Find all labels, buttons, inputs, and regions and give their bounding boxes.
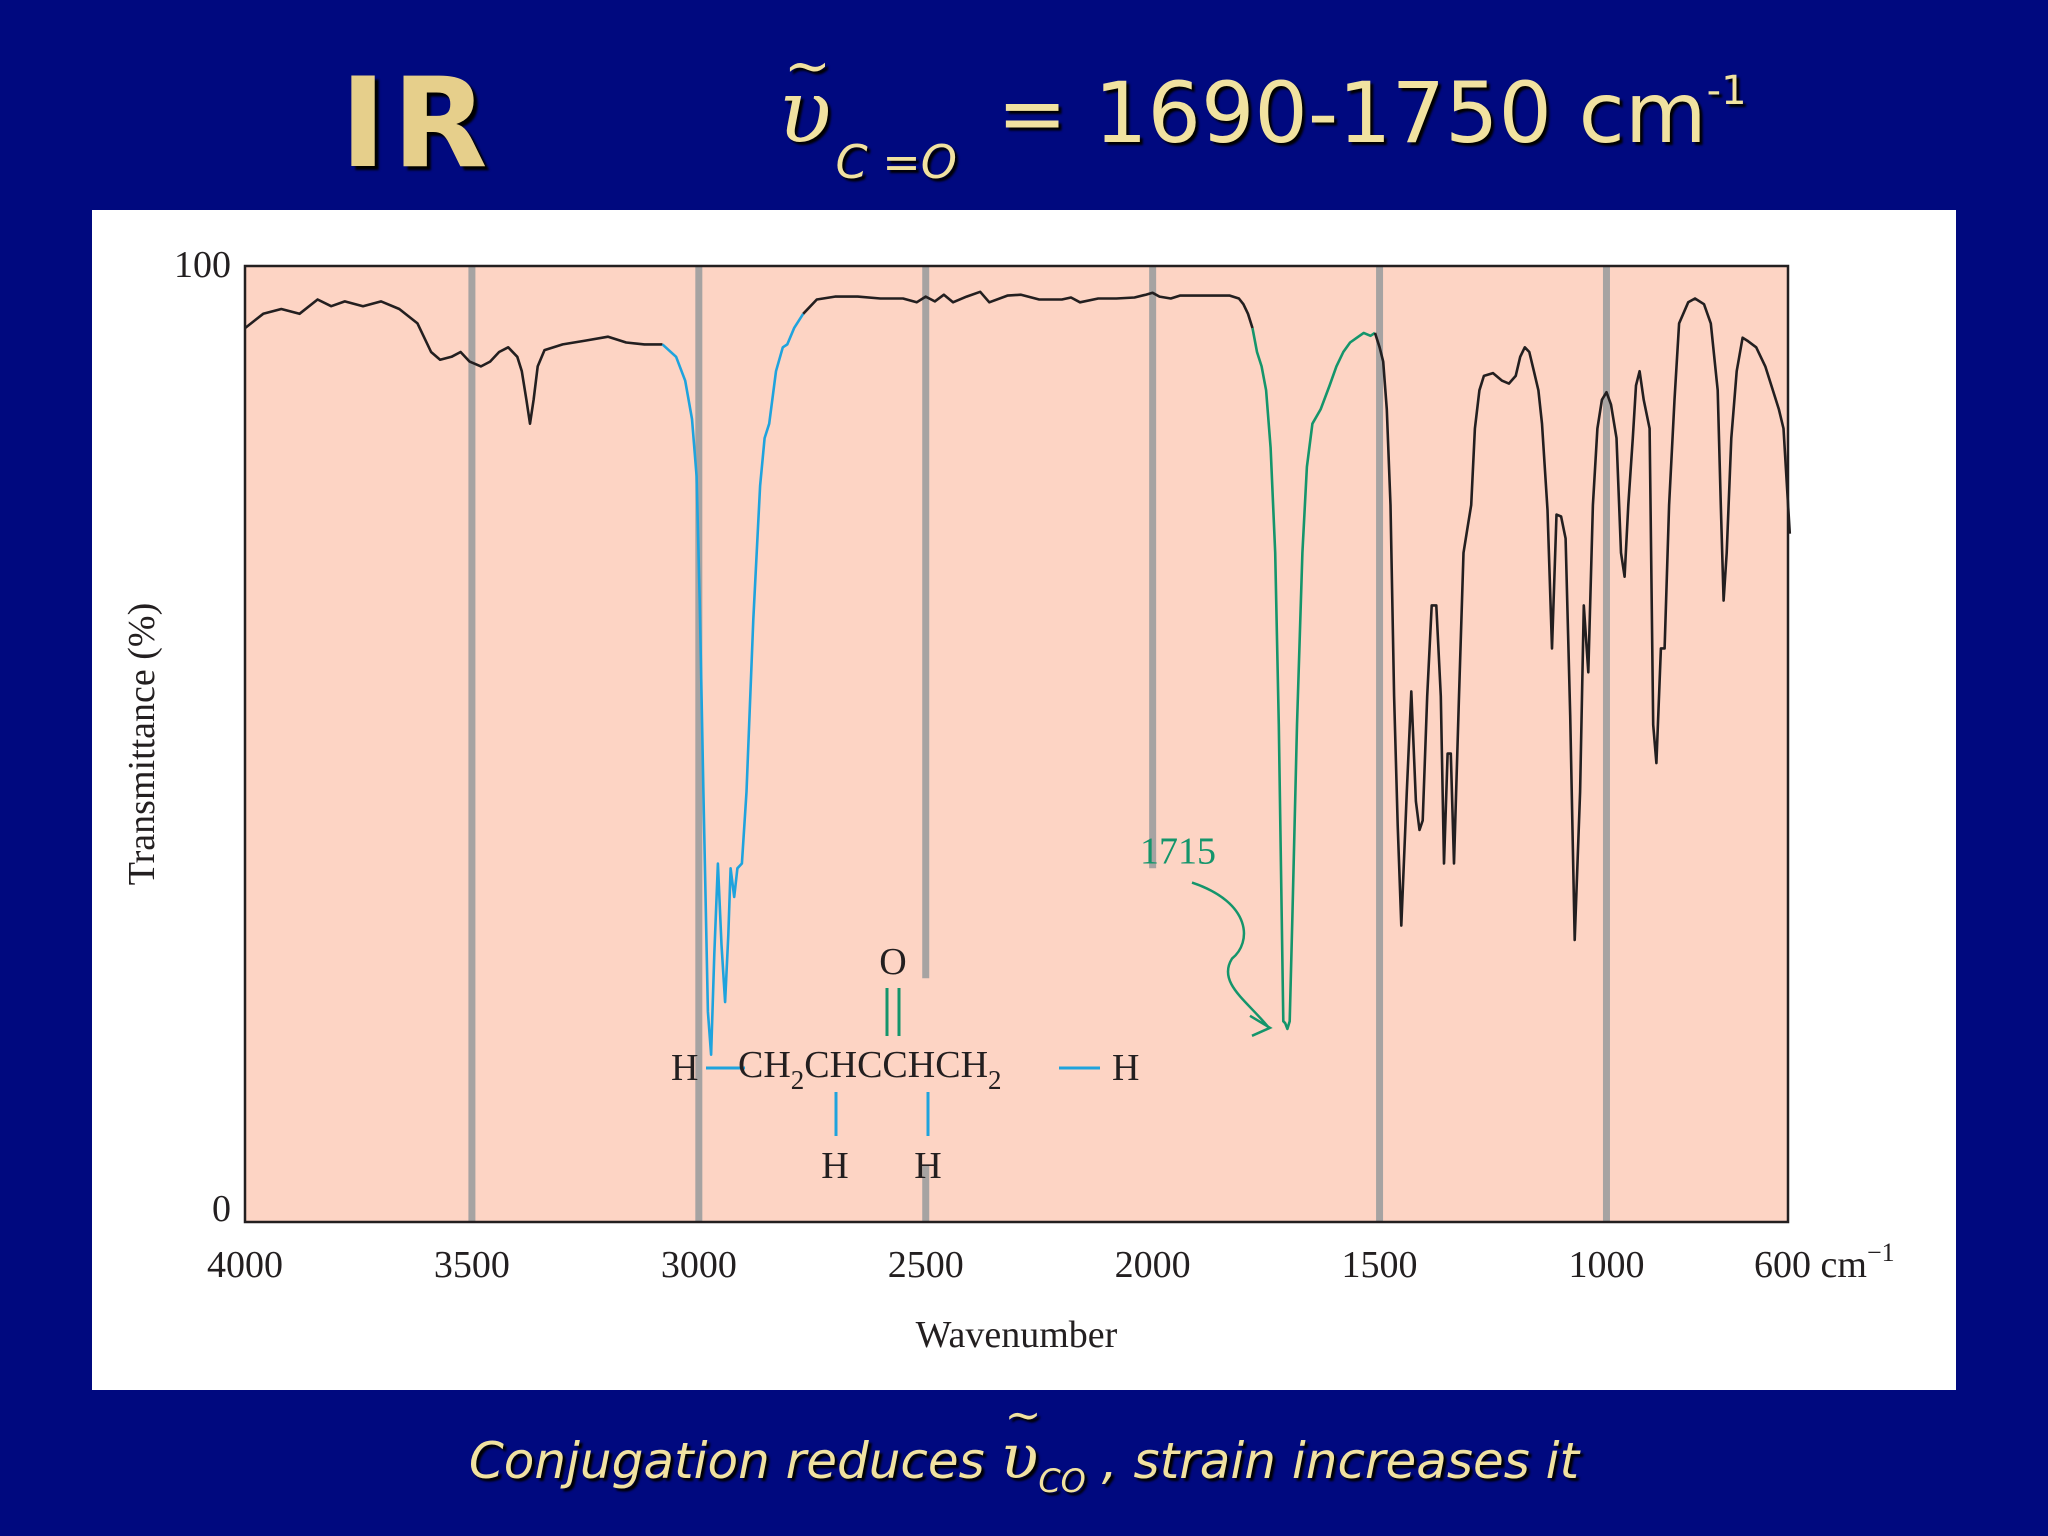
carbonyl-peak-label: 1715 [1140,831,1216,873]
trace-segment-black-4 [1373,297,1792,942]
footer-text-end: , strain increases it [1101,1432,1580,1490]
carbonyl-range-formula: ~ υ C =O = 1690-1750 cm-1 [778,34,1747,189]
footer-caption: Conjugation reduces ~ υCO , strain increa… [0,1390,2048,1500]
y-tick-label-0: 0 [212,1188,231,1230]
chain-subscript-a: 2 [791,1065,805,1095]
x-tick-label-1000: 1000 [1568,1244,1644,1286]
tilde-accent: ~ [784,34,831,99]
oxygen-atom: O [879,941,906,983]
y-tick-label-100: 100 [174,244,231,286]
x-tick-label-3000: 3000 [661,1244,737,1286]
carbonyl-peak-arrowhead [1249,1014,1273,1037]
gridlines [468,266,1610,1222]
slide-title: IR [340,52,494,196]
nu-glyph: υ [778,60,832,163]
footer-wavenumber-symbol: ~ υ [1000,1390,1042,1493]
butanone-structure: O H CH2CHCCHCH2 H H H [671,941,1139,1187]
x-axis-label: Wavenumber [916,1314,1118,1356]
carbon-chain: CH2CHCCHCH2 [738,1044,1002,1095]
x-tick-label-600: 600 cm−1 [1754,1238,1895,1286]
plot-area [245,266,1788,1222]
ir-spectrum-chart: 100 0 4000 3500 3000 2500 2000 1500 1000 600 cm… [121,244,1895,1356]
left-hydrogen: H [671,1047,698,1089]
x-tick-label-3500: 3500 [434,1244,510,1286]
x-tick-label-2500: 2500 [888,1244,964,1286]
right-hydrogen: H [1112,1047,1139,1089]
x-tick-labels: 4000 3500 3000 2500 2000 1500 1000 600 cm−1 [207,1238,1895,1286]
formula-superscript: -1 [1706,68,1747,114]
footer-subscript: CO [1038,1462,1086,1500]
trace-segment-blue-1 [661,313,805,1056]
spectrum-traces [244,290,1792,1056]
footer-text-start: Conjugation reduces [468,1432,985,1490]
spectrum-panel: 100 0 4000 3500 3000 2500 2000 1500 1000 600 cm… [92,210,1956,1390]
plot-frame [243,264,1790,1224]
y-axis-label: Transmittance (%) [121,603,163,885]
footer-nu-glyph: υ [1000,1420,1039,1493]
formula-range: = 1690-1750 cm [997,64,1707,162]
x-unit-superscript: −1 [1867,1238,1895,1267]
formula-subscript: C =O [835,135,958,189]
trace-segment-green-3 [1251,327,1376,1031]
x-tick-label-2000: 2000 [1115,1244,1191,1286]
bottom-hydrogen-1: H [821,1145,848,1187]
chain-subscript-b: 2 [988,1065,1002,1095]
footer-tilde-accent: ~ [1004,1390,1042,1441]
chain-part-a: CH [738,1044,791,1086]
wavenumber-symbol: ~ υ [778,34,832,163]
carbonyl-peak-arrow [1191,881,1269,1028]
x-tick-label-4000: 4000 [207,1244,283,1286]
trace-segment-black-0 [244,298,663,425]
bottom-hydrogen-2: H [914,1145,941,1187]
trace-segment-black-2 [802,290,1254,329]
x-tick-label-1500: 1500 [1342,1244,1418,1286]
chain-part-b: CHCCHCH [804,1044,988,1086]
